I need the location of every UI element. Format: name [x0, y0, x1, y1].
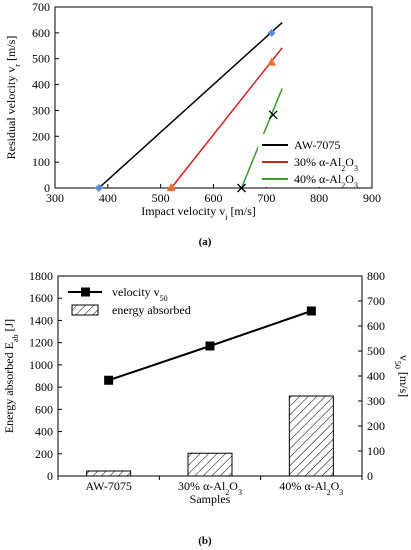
x-tick-label-a: 500: [152, 191, 170, 205]
bar: [288, 395, 334, 477]
y2-tick-label-b: 300: [367, 394, 385, 408]
series-line-a: [98, 21, 283, 189]
y-tick-label-b: 1800: [29, 269, 53, 283]
y-tick-label-b: 800: [35, 380, 53, 394]
x-tick-label-a: 800: [310, 191, 328, 205]
x-tick-label-b: 30% α-Al2O3: [178, 479, 242, 497]
data-point-a: [166, 183, 176, 191]
data-point-a: [267, 28, 276, 37]
legend-label-a: 40% α-Al2O3: [294, 172, 358, 190]
y2-axis-label-b: v50 [m/s]: [394, 355, 411, 397]
data-point-a: [94, 184, 103, 192]
y-axis-label-a: Residual velocity vr [m/s]: [4, 36, 22, 160]
bar: [86, 470, 132, 477]
y-tick-label-b: 0: [47, 469, 53, 483]
x-tick-label-b: 40% α-Al2O3: [279, 479, 343, 497]
y-tick-label-a: 200: [32, 129, 50, 143]
y-tick-label-a: 0: [44, 181, 50, 195]
legend-label-a: 30% α-Al2O3: [294, 155, 358, 173]
legend-swatch-energy: [71, 304, 99, 316]
velocity-point: [205, 341, 215, 351]
y2-tick-label-b: 0: [367, 469, 373, 483]
x-tick-label-a: 400: [99, 191, 117, 205]
y2-tick-label-b: 800: [367, 269, 385, 283]
x-tick-label-a: 300: [46, 191, 64, 205]
x-axis-label-b: Samples: [190, 492, 231, 506]
legend-label-velocity: velocity v50: [112, 285, 168, 303]
legend-label-a: AW-7075: [294, 138, 340, 152]
bar: [187, 452, 233, 477]
caption-a: (a): [199, 236, 212, 248]
y2-tick-label-b: 400: [367, 369, 385, 383]
y-tick-label-a: 500: [32, 52, 50, 66]
x-axis-label-a: Impact velocity vi [m/s]: [141, 204, 256, 222]
legend-label-energy: energy absorbed: [112, 303, 191, 317]
y-tick-label-b: 1600: [29, 291, 53, 305]
velocity-point: [104, 375, 114, 385]
y2-tick-label-b: 100: [367, 444, 385, 458]
y-tick-label-b: 200: [35, 447, 53, 461]
y-tick-label-a: 300: [32, 103, 50, 117]
x-tick-label-a: 900: [363, 191, 381, 205]
y2-tick-label-b: 600: [367, 319, 385, 333]
x-tick-label-b: AW-7075: [85, 479, 131, 493]
y-tick-label-a: 100: [32, 155, 50, 169]
x-tick-label-a: 700: [257, 191, 275, 205]
data-point-a: [237, 183, 246, 193]
y-tick-label-b: 1400: [29, 313, 53, 327]
x-tick-label-a: 600: [205, 191, 223, 205]
y-tick-label-b: 1200: [29, 336, 53, 350]
y-tick-label-b: 400: [35, 425, 53, 439]
y-tick-label-a: 700: [32, 0, 50, 14]
caption-b: (b): [198, 535, 212, 547]
data-point-a: [268, 110, 278, 120]
chart-a: 300 400 500 600 700 800 900 0 100 200 300 400 500 600…: [4, 0, 381, 248]
series-line-a: [170, 47, 283, 189]
y-axis-label-b: Energy absorbed Eab [J]: [2, 319, 20, 433]
y-tick-label-b: 1000: [29, 358, 53, 372]
y2-tick-label-b: 700: [367, 294, 385, 308]
data-point-a: [267, 57, 277, 66]
velocity-point: [306, 306, 316, 316]
chart-b: 0 200 400 600 800 1000 1200 1400 1600 1800 0 100 200…: [2, 269, 411, 547]
y2-tick-label-b: 500: [367, 344, 385, 358]
y2-tick-label-b: 200: [367, 419, 385, 433]
y-tick-label-b: 600: [35, 402, 53, 416]
y-tick-label-a: 400: [32, 78, 50, 92]
legend-marker-velocity: [81, 287, 90, 297]
y-tick-label-a: 600: [32, 26, 50, 40]
